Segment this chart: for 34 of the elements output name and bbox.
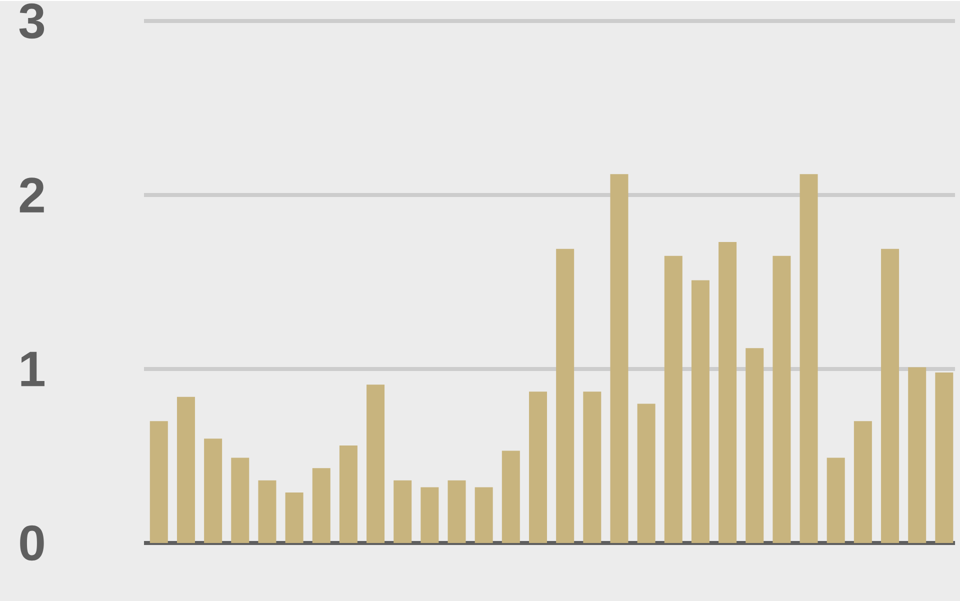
bar xyxy=(420,487,439,543)
bar xyxy=(881,248,900,543)
bar xyxy=(908,367,926,543)
bar xyxy=(854,421,872,543)
y-tick-label: 2 xyxy=(20,178,44,212)
bar xyxy=(312,468,330,543)
bar xyxy=(366,384,385,543)
bar xyxy=(610,174,628,543)
bar xyxy=(339,446,358,543)
bar xyxy=(285,492,304,543)
bar xyxy=(529,392,547,543)
bar xyxy=(772,256,791,543)
bar xyxy=(474,487,493,543)
bar xyxy=(176,396,195,543)
bar xyxy=(204,438,222,543)
bar xyxy=(394,480,412,543)
y-tick-label: 3 xyxy=(19,3,44,39)
bar xyxy=(935,372,954,543)
bar xyxy=(556,248,574,543)
y-tick-label: 0 xyxy=(20,525,44,561)
bar xyxy=(150,421,168,543)
bar xyxy=(258,480,276,543)
bar xyxy=(583,392,602,543)
bar xyxy=(691,280,710,543)
bar xyxy=(637,404,656,543)
bar xyxy=(826,458,845,543)
bar xyxy=(718,242,737,543)
bar xyxy=(664,256,682,543)
bar xyxy=(502,450,520,543)
bar xyxy=(448,480,466,543)
bar xyxy=(746,348,764,543)
bar xyxy=(800,174,818,543)
y-tick-label: 1 xyxy=(21,352,44,386)
bar xyxy=(231,458,250,543)
